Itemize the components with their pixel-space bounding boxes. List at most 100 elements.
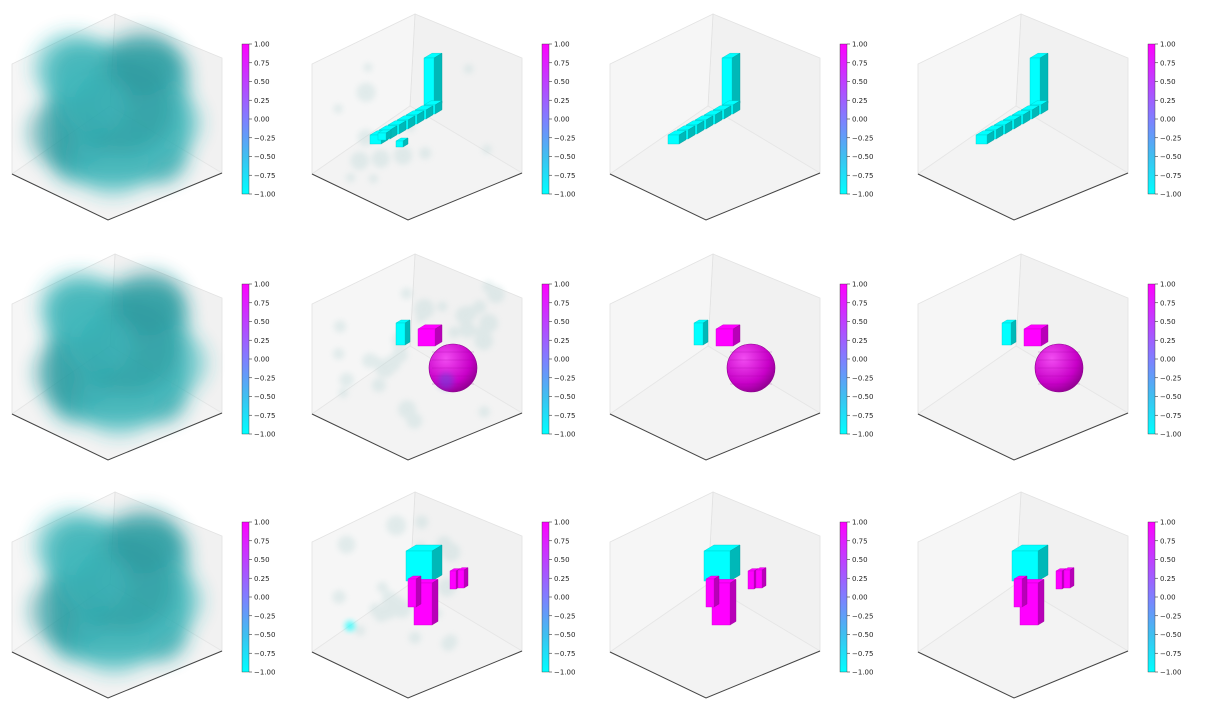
colorbar-tick-label: 1.00 <box>554 41 570 49</box>
colorbar-tick-label: −0.25 <box>554 374 575 382</box>
colorbar-tick-label: 0.25 <box>1160 337 1176 345</box>
axis-edges <box>311 172 523 221</box>
colorbar-gradient <box>241 521 250 673</box>
colorbar-tick-label: −0.25 <box>254 374 275 382</box>
colorbar-gradient <box>1147 43 1156 195</box>
colorbar-tick-label: 0.25 <box>554 97 570 105</box>
rod-vertical <box>721 52 741 109</box>
magenta-slab <box>705 575 720 608</box>
colorbar: 1.00 0.75 0.50 0.25 0.00 −0.25 −0.50 −0.75 −1.00 <box>839 281 873 439</box>
panel-r2-c3: 1.00 0.75 0.50 0.25 0.00 −0.25 −0.50 −0.75 −1.00 <box>609 253 873 461</box>
colorbar-tick-label: 0.75 <box>852 299 868 307</box>
colorbar-tick-label: 0.75 <box>1160 537 1176 545</box>
cyan-magenta-blocks <box>703 544 767 626</box>
panel-r2-c4: 1.00 0.75 0.50 0.25 0.00 −0.25 −0.50 −0.75 −1.00 <box>917 253 1181 461</box>
rod-fragment <box>395 137 409 148</box>
axis-edges <box>609 650 821 699</box>
axis-edges <box>311 412 523 461</box>
colorbar: 1.00 0.75 0.50 0.25 0.00 −0.25 −0.50 −0.75 −1.00 <box>241 519 275 677</box>
colorbar-tick-label: −0.75 <box>554 172 575 180</box>
colorbar-tick-label: 1.00 <box>254 41 270 49</box>
bent-rod <box>975 52 1049 145</box>
colorbar-gradient <box>241 43 250 195</box>
colorbar-tick-label: −0.75 <box>1160 650 1181 658</box>
magenta-slab <box>407 575 422 608</box>
colorbar-tick-label: 0.00 <box>554 356 570 364</box>
axis-edges <box>311 650 523 699</box>
colorbar-tick-label: −1.00 <box>254 431 275 439</box>
rod-vertical <box>423 52 443 109</box>
colorbar-tick-label: 0.50 <box>254 556 270 564</box>
colorbar-tick-label: −0.75 <box>1160 412 1181 420</box>
colorbar-tick-label: 0.00 <box>852 116 868 124</box>
colorbar-tick-label: 0.75 <box>1160 59 1176 67</box>
colorbar-tick-label: 1.00 <box>852 41 868 49</box>
colorbar-tick-label: −0.50 <box>852 631 873 639</box>
colorbar: 1.00 0.75 0.50 0.25 0.00 −0.25 −0.50 −0.75 −1.00 <box>839 519 873 677</box>
colorbar-tick-label: 1.00 <box>254 281 270 289</box>
axis-edges <box>11 650 223 699</box>
voxel-noise <box>333 62 492 184</box>
colorbar-tick-label: −0.50 <box>554 153 575 161</box>
axis-edges <box>609 172 821 221</box>
magenta-pillar <box>457 567 469 589</box>
axis-edges <box>11 412 223 461</box>
cyan-block <box>405 544 443 582</box>
colorbar-tick-label: 0.75 <box>554 299 570 307</box>
colorbar-tick-label: −0.25 <box>254 612 275 620</box>
colorbar-tick-label: 0.25 <box>554 337 570 345</box>
colorbar-tick-label: 1.00 <box>852 519 868 527</box>
colorbar-tick-label: −1.00 <box>1160 669 1181 677</box>
colorbar: 1.00 0.75 0.50 0.25 0.00 −0.25 −0.50 −0.75 −1.00 <box>839 41 873 199</box>
panel-r3-c2: 1.00 0.75 0.50 0.25 0.00 −0.25 −0.50 −0.75 −1.00 <box>311 491 575 699</box>
axis-edges <box>11 172 223 221</box>
colorbar-tick-label: 0.50 <box>852 318 868 326</box>
colorbar-gradient <box>839 43 848 195</box>
colorbar-tick-label: −0.75 <box>852 412 873 420</box>
colorbar: 1.00 0.75 0.50 0.25 0.00 −0.25 −0.50 −0.75 −1.00 <box>1147 41 1181 199</box>
colorbar-tick-label: −0.50 <box>1160 393 1181 401</box>
colorbar-tick-label: 0.75 <box>254 59 270 67</box>
colorbar-tick-label: −1.00 <box>1160 431 1181 439</box>
panel-r3-c1: 1.00 0.75 0.50 0.25 0.00 −0.25 −0.50 −0.75 −1.00 <box>11 491 275 699</box>
rod-segment <box>667 130 687 145</box>
colorbar-tick-label: 0.25 <box>1160 575 1176 583</box>
colorbar-tick-label: −0.25 <box>254 134 275 142</box>
colorbar-tick-label: −0.75 <box>852 650 873 658</box>
colorbar: 1.00 0.75 0.50 0.25 0.00 −0.25 −0.50 −0.75 −1.00 <box>541 41 575 199</box>
colorbar-tick-label: −0.25 <box>1160 374 1181 382</box>
colorbar-tick-label: −1.00 <box>554 669 575 677</box>
colorbar-tick-label: 1.00 <box>1160 41 1176 49</box>
colorbar-tick-label: 0.75 <box>554 537 570 545</box>
colorbar-tick-label: −1.00 <box>852 669 873 677</box>
axis-edges <box>917 172 1129 221</box>
colorbar-tick-label: 0.50 <box>554 78 570 86</box>
colorbar-tick-label: 0.00 <box>852 356 868 364</box>
panel-r1-c1: 1.00 0.75 0.50 0.25 0.00 −0.25 −0.50 −0.75 −1.00 <box>11 13 275 221</box>
colorbar-gradient <box>839 521 848 673</box>
colorbar-tick-label: −1.00 <box>554 431 575 439</box>
colorbar-tick-label: 1.00 <box>1160 281 1176 289</box>
colorbar-tick-label: −0.50 <box>254 631 275 639</box>
colorbar-tick-label: −1.00 <box>254 669 275 677</box>
colorbar-tick-label: −0.75 <box>554 412 575 420</box>
colorbar-tick-label: −0.50 <box>852 153 873 161</box>
colorbar-tick-label: 0.50 <box>1160 318 1176 326</box>
colorbar-tick-label: 0.00 <box>852 594 868 602</box>
small-cyan-block <box>1001 319 1017 346</box>
colorbar: 1.00 0.75 0.50 0.25 0.00 −0.25 −0.50 −0.75 −1.00 <box>1147 519 1181 677</box>
colorbar: 1.00 0.75 0.50 0.25 0.00 −0.25 −0.50 −0.75 −1.00 <box>241 41 275 199</box>
colorbar-tick-label: 0.00 <box>1160 116 1176 124</box>
panel-r1-c4: 1.00 0.75 0.50 0.25 0.00 −0.25 −0.50 −0.75 −1.00 <box>917 13 1181 221</box>
voxel-cloud <box>34 270 207 436</box>
colorbar-tick-label: −1.00 <box>1160 191 1181 199</box>
colorbar-tick-label: 0.25 <box>254 575 270 583</box>
colorbar-tick-label: −0.50 <box>554 393 575 401</box>
colorbar-tick-label: 0.50 <box>852 556 868 564</box>
cyan-block <box>1011 544 1049 582</box>
colorbar-tick-label: −1.00 <box>852 431 873 439</box>
axis-edges <box>609 412 821 461</box>
voxel-cloud <box>29 508 202 674</box>
colorbar-tick-label: 1.00 <box>1160 519 1176 527</box>
